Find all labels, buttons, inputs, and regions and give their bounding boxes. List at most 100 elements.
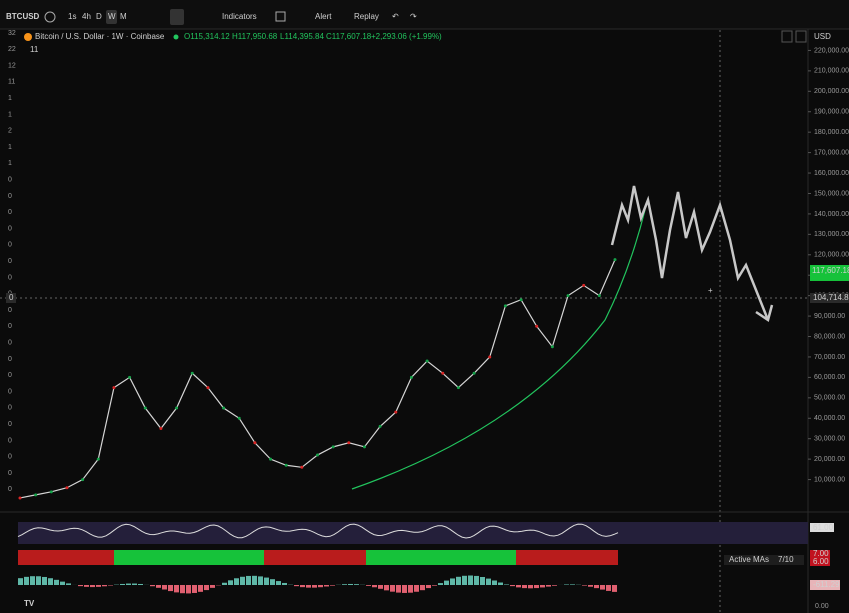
undo[interactable]: ↶ bbox=[392, 12, 399, 21]
ma-ribbon bbox=[222, 550, 228, 565]
interval[interactable]: D bbox=[96, 12, 102, 21]
ma-ribbon bbox=[576, 550, 582, 565]
ma-ribbon bbox=[54, 550, 60, 565]
symbol[interactable]: BTCUSD bbox=[6, 12, 40, 21]
ma-ribbon bbox=[84, 550, 90, 565]
interval[interactable]: 4h bbox=[82, 12, 91, 21]
y-tick-label: 180,000.00 bbox=[814, 129, 849, 136]
price-point bbox=[378, 424, 382, 428]
sub-label: 11 bbox=[30, 45, 39, 54]
macd-hist bbox=[90, 585, 95, 588]
indicators-button[interactable]: Indicators bbox=[222, 12, 257, 21]
ma-title: Active MAs bbox=[729, 555, 769, 564]
cursor: + bbox=[708, 286, 713, 295]
chart-title: Bitcoin / U.S. Dollar · 1W · Coinbase bbox=[35, 32, 165, 41]
interval[interactable]: 1s bbox=[68, 12, 76, 21]
ma-ribbon bbox=[552, 550, 558, 565]
ma-ribbon bbox=[360, 550, 366, 565]
fullscreen-button[interactable] bbox=[795, 30, 807, 43]
left-scale-label: 0 bbox=[8, 372, 12, 379]
ma-ribbon bbox=[372, 550, 378, 565]
macd-hist bbox=[30, 576, 35, 585]
macd-hist bbox=[126, 583, 131, 585]
ma-ribbon bbox=[474, 550, 480, 565]
macd-hist bbox=[120, 583, 125, 585]
macd-hist bbox=[354, 584, 359, 585]
alert-button[interactable]: Alert bbox=[315, 12, 332, 21]
interval[interactable]: M bbox=[120, 12, 127, 21]
crosshair-left: 0 bbox=[9, 293, 14, 302]
price-point bbox=[456, 386, 460, 390]
price-point bbox=[190, 371, 194, 375]
macd-hist bbox=[342, 584, 347, 585]
macd-hist bbox=[210, 585, 215, 588]
left-scale-label: 0 bbox=[8, 356, 12, 363]
macd-hist bbox=[270, 579, 275, 585]
scale-button[interactable] bbox=[781, 30, 793, 43]
macd-box bbox=[810, 580, 840, 590]
left-scale-label: 11 bbox=[8, 79, 15, 86]
y-tick-label: 130,000.00 bbox=[814, 231, 849, 238]
ma-ribbon bbox=[300, 550, 306, 565]
macd-hist bbox=[150, 585, 155, 587]
price-point bbox=[409, 375, 413, 379]
y-tick-label: 90,000.00 bbox=[814, 313, 845, 320]
ma-ribbon bbox=[582, 550, 588, 565]
macd-hist bbox=[132, 583, 137, 585]
ma-ribbon bbox=[144, 550, 150, 565]
ma-ribbon bbox=[522, 550, 528, 565]
ma-ribbon bbox=[246, 550, 252, 565]
y-tick-label: 220,000.00 bbox=[814, 47, 849, 54]
toolbar bbox=[0, 0, 849, 29]
macd-hist bbox=[66, 583, 71, 585]
macd-hist bbox=[546, 585, 551, 587]
ma-ribbon bbox=[30, 550, 36, 565]
crosshair-price: 104,714.86 bbox=[813, 293, 849, 302]
currency[interactable]: USD bbox=[814, 32, 831, 41]
ma-ribbon bbox=[180, 550, 186, 565]
templates[interactable] bbox=[275, 11, 286, 22]
macd-hist bbox=[222, 582, 227, 585]
macd-hist bbox=[492, 580, 497, 585]
ma-ribbon bbox=[216, 550, 222, 565]
left-scale-label: 1 bbox=[8, 111, 12, 118]
ma-ribbon bbox=[426, 550, 432, 565]
price-point bbox=[222, 406, 226, 410]
ma-ribbon bbox=[588, 550, 594, 565]
macd-hist bbox=[486, 578, 491, 585]
price-point bbox=[441, 371, 445, 375]
left-scale-label: 0 bbox=[8, 307, 12, 314]
crosshair-left-box bbox=[6, 293, 16, 303]
candle-type[interactable] bbox=[170, 9, 184, 25]
ma-ribbon bbox=[606, 550, 612, 565]
macd-value: -611.29 bbox=[813, 580, 840, 589]
ma-a: 7.00 bbox=[813, 549, 829, 558]
add-symbol[interactable] bbox=[44, 11, 56, 23]
ma-ribbon bbox=[534, 550, 540, 565]
ma-ribbon bbox=[210, 550, 216, 565]
left-scale-label: 0 bbox=[8, 405, 12, 412]
macd-hist bbox=[300, 585, 305, 588]
ma-ribbon bbox=[462, 550, 468, 565]
macd-hist bbox=[138, 583, 143, 585]
left-scale-label: 12 bbox=[8, 62, 16, 69]
ma-ribbon bbox=[234, 550, 240, 565]
price-point bbox=[316, 453, 319, 457]
price-point bbox=[65, 486, 69, 490]
interval[interactable]: W bbox=[108, 12, 116, 21]
ma-ribbon bbox=[24, 550, 30, 565]
ma-ribbon bbox=[174, 550, 180, 565]
left-scale-label: 2 bbox=[8, 128, 12, 135]
macd-hist bbox=[84, 585, 89, 587]
macd-hist bbox=[564, 584, 569, 585]
macd-hist bbox=[510, 585, 515, 587]
redo[interactable]: ↷ bbox=[410, 12, 417, 21]
macd-hist bbox=[450, 578, 455, 585]
macd-hist bbox=[570, 584, 575, 585]
left-scale-label: 32 bbox=[8, 30, 16, 37]
ma-count: 7/10 bbox=[778, 555, 794, 564]
ma-ribbon bbox=[96, 550, 102, 565]
replay-button[interactable]: Replay bbox=[354, 12, 379, 21]
price-point bbox=[206, 386, 210, 390]
